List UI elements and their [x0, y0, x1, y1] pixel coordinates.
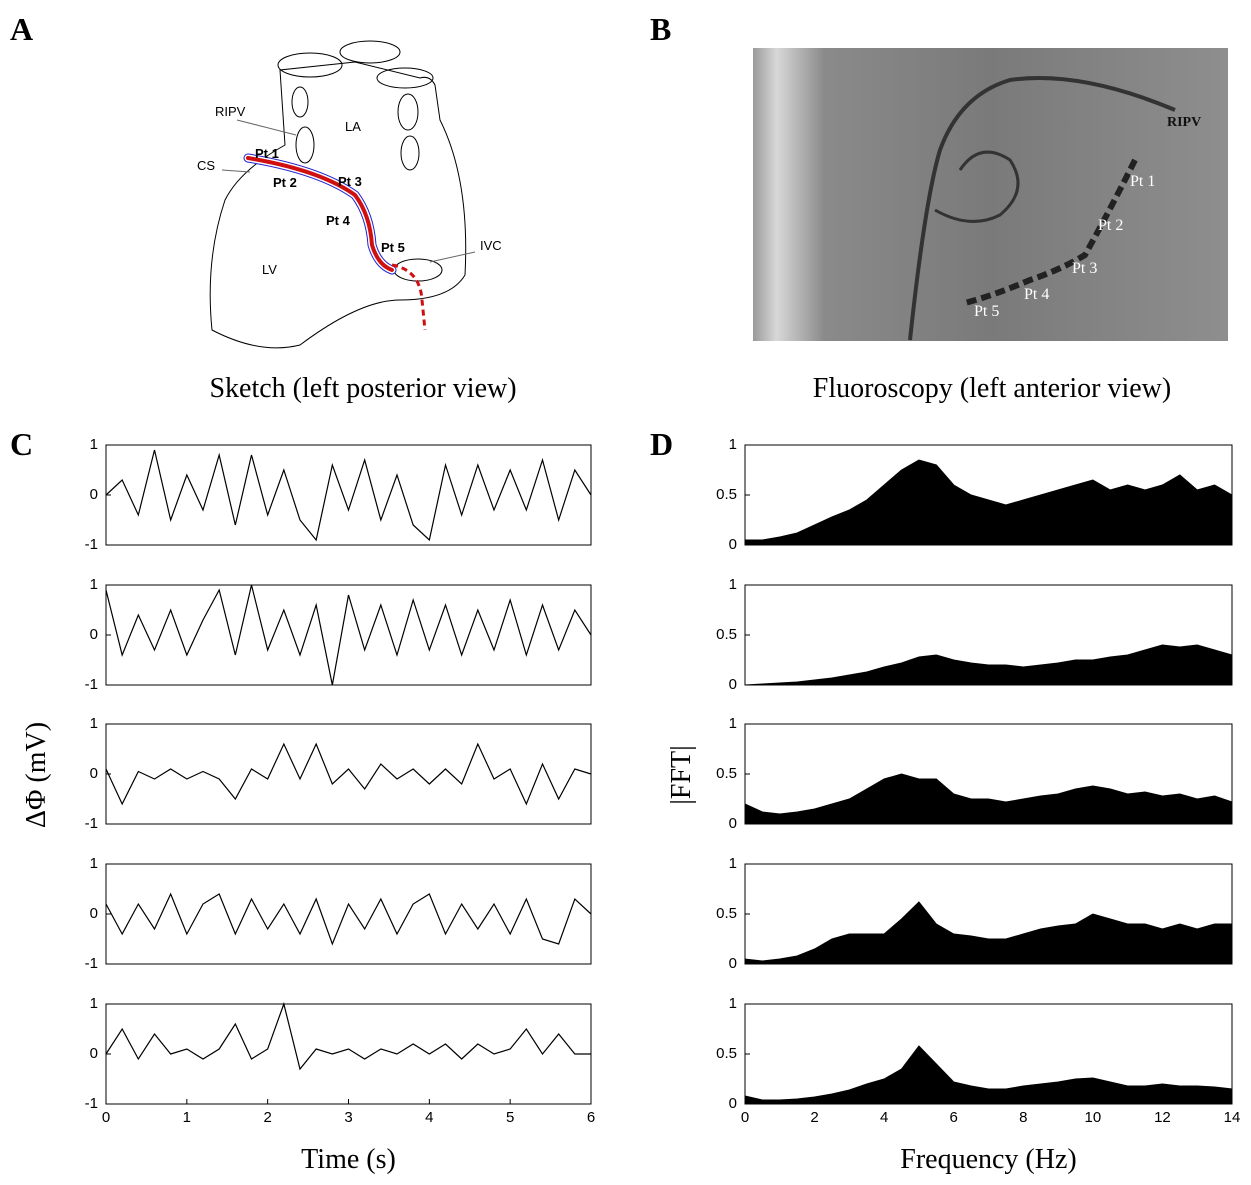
x-tick-label: 5: [506, 1109, 514, 1126]
y-tick-label: 0.5: [716, 765, 737, 782]
sketch-label: RIPV: [215, 104, 246, 119]
y-tick-label: -1: [85, 815, 98, 832]
plot-frame: [105, 444, 592, 546]
sketch-label: Pt 2: [273, 175, 297, 190]
y-tick-label: 1: [90, 576, 98, 593]
plot-frame: [744, 723, 1233, 825]
y-tick-label: -1: [85, 676, 98, 693]
sketch-label: Pt 3: [338, 174, 362, 189]
x-tick-label: 0: [741, 1109, 749, 1126]
x-tick-label: 14: [1224, 1109, 1241, 1126]
y-tick-label: 0: [90, 765, 98, 782]
panel-label: D: [650, 426, 673, 462]
signal-trace: [105, 892, 592, 946]
plot-frame: [105, 1003, 592, 1105]
sketch-label: CS: [197, 158, 215, 173]
plot-frame: [744, 863, 1233, 965]
y-tick-label: 0.5: [716, 486, 737, 503]
x-tick-label: 0: [102, 1109, 110, 1126]
y-tick-label: 0: [729, 676, 737, 693]
plot-frame: [744, 444, 1233, 546]
panel-label: A: [10, 11, 33, 47]
sketch-label: IVC: [480, 238, 502, 253]
x-axis-label: Frequency (Hz): [900, 1144, 1076, 1175]
signal-trace: [105, 742, 592, 806]
y-tick-label: 1: [729, 995, 737, 1012]
signal-trace: [105, 584, 592, 686]
x-tick-label: 6: [587, 1109, 595, 1126]
x-tick-label: 10: [1085, 1109, 1102, 1126]
spectrum-area: [744, 1045, 1233, 1105]
x-tick-label: 6: [950, 1109, 958, 1126]
y-tick-label: 0: [729, 815, 737, 832]
heart-sketch: [209, 40, 476, 349]
y-tick-label: 0: [729, 1095, 737, 1112]
y-tick-label: 0.5: [716, 626, 737, 643]
y-tick-label: 1: [729, 855, 737, 872]
y-tick-label: -1: [85, 536, 98, 553]
spectrum-area: [744, 901, 1233, 965]
y-tick-label: 0.5: [716, 1045, 737, 1062]
y-tick-label: -1: [85, 955, 98, 972]
fluoro-label: Pt 1: [1130, 173, 1155, 190]
plot-frame: [105, 723, 592, 825]
catheter: [908, 76, 1176, 341]
spectrum-area: [744, 459, 1233, 546]
fluoro-label: Pt 4: [1024, 286, 1049, 303]
fluoro-label: Pt 3: [1072, 260, 1097, 277]
y-tick-label: 1: [90, 995, 98, 1012]
fluoro-label: RIPV: [1167, 115, 1201, 130]
y-tick-label: 0: [90, 486, 98, 503]
y-tick-label: 0: [90, 1045, 98, 1062]
y-tick-label: 0: [90, 626, 98, 643]
panel-label: C: [10, 426, 33, 462]
y-axis-label: ΔΦ (mV): [21, 722, 52, 828]
spectrum-area: [744, 644, 1233, 686]
panel-label: B: [650, 11, 671, 47]
x-tick-label: 4: [425, 1109, 433, 1126]
y-tick-label: 1: [729, 715, 737, 732]
y-tick-label: 0: [90, 905, 98, 922]
plot-frame: [105, 584, 592, 686]
signal-trace: [105, 449, 592, 542]
y-tick-label: 0: [729, 955, 737, 972]
x-tick-label: 12: [1154, 1109, 1171, 1126]
y-tick-label: 0.5: [716, 905, 737, 922]
sketch-label: LV: [262, 262, 277, 277]
x-tick-label: 2: [810, 1109, 818, 1126]
x-tick-label: 2: [263, 1109, 271, 1126]
y-tick-label: 1: [729, 436, 737, 453]
x-tick-label: 1: [183, 1109, 191, 1126]
sketch-label: LA: [345, 119, 361, 134]
y-tick-label: 1: [90, 715, 98, 732]
plot-frame: [105, 863, 592, 965]
x-tick-label: 4: [880, 1109, 888, 1126]
spectrum-area: [744, 773, 1233, 825]
y-tick-label: -1: [85, 1095, 98, 1112]
y-tick-label: 1: [90, 855, 98, 872]
y-tick-label: 1: [90, 436, 98, 453]
caption: Sketch (left posterior view): [209, 373, 516, 404]
x-tick-label: 3: [344, 1109, 352, 1126]
sketch-label: Pt 4: [326, 213, 351, 228]
fluoro-label: Pt 2: [1098, 217, 1123, 234]
fluoro-label: Pt 5: [974, 303, 999, 320]
plot-frame: [744, 584, 1233, 686]
y-tick-label: 0: [729, 536, 737, 553]
fluoroscopy-image: [753, 48, 1228, 341]
x-tick-label: 8: [1019, 1109, 1027, 1126]
x-axis-label: Time (s): [301, 1144, 396, 1175]
signal-trace: [105, 1001, 591, 1071]
y-tick-label: 1: [729, 576, 737, 593]
sketch-label: Pt 1: [255, 146, 279, 161]
sketch-label: Pt 5: [381, 240, 405, 255]
caption: Fluoroscopy (left anterior view): [813, 373, 1171, 404]
y-axis-label: |FFT|: [666, 745, 697, 804]
plot-frame: [744, 1003, 1233, 1105]
